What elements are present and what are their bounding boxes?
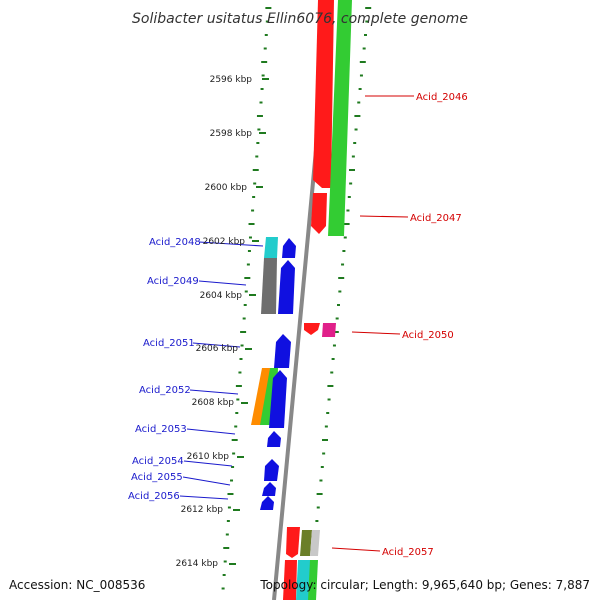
gene-label-acid-2050[interactable]: Acid_2050 — [402, 330, 454, 341]
gene-block-green — [328, 0, 352, 236]
leader-acid-2053 — [186, 428, 236, 435]
leader-acid-2057 — [331, 547, 381, 552]
gene-label-acid-2052[interactable]: Acid_2052 — [139, 385, 191, 396]
leader-acid-2055 — [182, 476, 231, 486]
scale-label-2612: 2612 kbp — [181, 505, 224, 515]
scale-label-2600: 2600 kbp — [205, 183, 248, 193]
scale-label-2606: 2606 kbp — [196, 344, 239, 354]
gene-label-acid-2049[interactable]: Acid_2049 — [147, 276, 199, 287]
gene-label-acid-2048[interactable]: Acid_2048 — [149, 237, 201, 248]
scale-label-2602: 2602 kbp — [203, 237, 246, 247]
gene-label-acid-2046[interactable]: Acid_2046 — [416, 92, 468, 103]
gene-acid-2046-arrow — [313, 0, 334, 188]
gene-label-acid-2054[interactable]: Acid_2054 — [132, 456, 184, 467]
scale-label-2614: 2614 kbp — [176, 559, 219, 569]
gene-acid-2049-arrow — [278, 260, 295, 314]
gene-label-acid-2055[interactable]: Acid_2055 — [131, 472, 183, 483]
gene-block-green-lower — [308, 560, 318, 600]
gene-label-acid-2051[interactable]: Acid_2051 — [143, 338, 195, 349]
outer-scale-ticks — [229, 7, 372, 590]
leader-acid-2054 — [183, 460, 233, 467]
gene-features — [251, 0, 352, 600]
scale-label-2608: 2608 kbp — [192, 398, 235, 408]
gene-label-acid-2057[interactable]: Acid_2057 — [382, 547, 434, 558]
leader-acid-2052 — [189, 389, 239, 395]
leader-acid-2048 — [198, 241, 264, 247]
inner-scale-ticks — [221, 7, 272, 590]
gene-acid-2055-arrow — [262, 482, 276, 496]
gene-block-olive — [300, 530, 312, 556]
gene-label-acid-2053[interactable]: Acid_2053 — [135, 424, 187, 435]
gene-acid-2048-block — [264, 237, 278, 258]
gene-block-magenta — [322, 323, 336, 337]
gene-acid-2048-arrow — [282, 238, 296, 258]
leader-acid-2050 — [351, 331, 401, 335]
scale-label-2598: 2598 kbp — [210, 129, 253, 139]
gene-block-silver — [310, 530, 320, 556]
leader-acid-2056 — [179, 495, 229, 500]
gene-block-cyan-lower — [296, 560, 312, 600]
gene-label-acid-2047[interactable]: Acid_2047 — [410, 213, 462, 224]
gene-acid-2051-arrow — [274, 334, 291, 368]
topology-text: Topology: circular; Length: 9,965,640 bp… — [260, 578, 590, 592]
gene-acid-2050-arrow — [304, 323, 320, 335]
gene-acid-2047-arrow — [311, 193, 327, 234]
gene-block-red-lower — [283, 560, 297, 600]
gene-acid-2049-block — [261, 258, 277, 314]
scale-label-2604: 2604 kbp — [200, 291, 243, 301]
map-title: Solibacter usitatus Ellin6076, complete … — [132, 11, 468, 27]
gene-acid-2053-arrow — [267, 431, 281, 447]
gene-acid-2057-arrow — [286, 527, 300, 558]
leader-acid-2047 — [359, 215, 409, 218]
scale-label-2610: 2610 kbp — [187, 452, 230, 462]
label-leaders — [179, 95, 414, 552]
gene-acid-2054-arrow — [264, 459, 279, 481]
gene-acid-2052-arrow — [269, 370, 287, 428]
leader-acid-2049 — [198, 280, 247, 286]
gene-acid-2056-arrow — [260, 496, 274, 510]
leader-acid-2051 — [192, 342, 241, 348]
gene-label-acid-2056[interactable]: Acid_2056 — [128, 491, 180, 502]
scale-label-2596: 2596 kbp — [210, 75, 253, 85]
accession-text: Accession: NC_008536 — [9, 578, 146, 592]
